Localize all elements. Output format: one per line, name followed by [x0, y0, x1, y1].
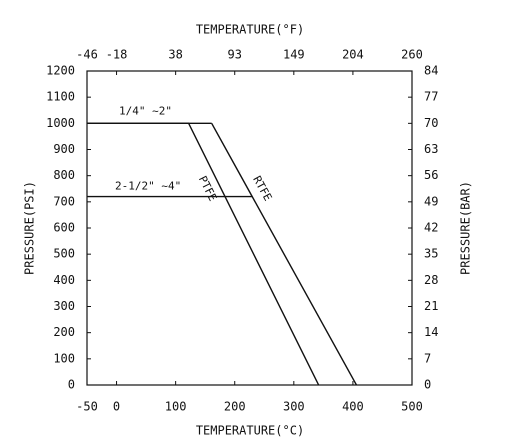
y2-tick-label: 56 [424, 168, 438, 182]
y-tick-label: 900 [53, 142, 75, 156]
y2-tick-label: 14 [424, 325, 438, 339]
x-tick-label: 500 [401, 400, 423, 414]
y2-tick-label: 7 [424, 351, 431, 365]
y2-tick-label: 28 [424, 273, 438, 287]
x-tick-label: 0 [113, 400, 120, 414]
x2-tick-label: 204 [342, 48, 364, 62]
x-tick-label: 100 [165, 400, 187, 414]
y-tick-label: 500 [53, 247, 75, 261]
y-tick-label: 1100 [46, 90, 75, 104]
y-tick-label: 400 [53, 273, 75, 287]
y-axis-title: PRESSURE(PSI) [23, 181, 37, 275]
series-label: 1/4" ~2" [119, 104, 172, 117]
y-tick-label: 100 [53, 351, 75, 365]
y-tick-label: 1200 [46, 64, 75, 78]
x2-tick-label: 93 [228, 48, 242, 62]
y2-tick-label: 49 [424, 194, 438, 208]
x-axis-title: TEMPERATURE(°C) [196, 424, 304, 438]
y-tick-label: 200 [53, 325, 75, 339]
x2-tick-label: 149 [283, 48, 305, 62]
y2-tick-label: 70 [424, 116, 438, 130]
x-tick-label: 200 [224, 400, 246, 414]
x-tick-label: -50 [76, 400, 98, 414]
y2-tick-label: 84 [424, 64, 438, 78]
y-tick-label: 800 [53, 168, 75, 182]
x2-tick-label: 38 [168, 48, 182, 62]
plot-frame [86, 70, 413, 386]
x2-axis-title: TEMPERATURE(°F) [196, 23, 304, 37]
y2-axis-title: PRESSURE(BAR) [459, 181, 473, 275]
x2-tick-label: -46 [76, 48, 98, 62]
y-tick-label: 700 [53, 194, 75, 208]
line [87, 122, 320, 386]
x-tick-label: 400 [342, 400, 364, 414]
y2-tick-label: 0 [424, 378, 431, 392]
series-label: 2-1/2" ~4" [115, 180, 181, 193]
y-tick-label: 600 [53, 221, 75, 235]
y2-tick-label: 42 [424, 221, 438, 235]
y2-tick-label: 21 [424, 299, 438, 313]
x-tick-label: 300 [283, 400, 305, 414]
y-tick-label: 0 [68, 378, 75, 392]
x2-tick-label: 260 [401, 48, 423, 62]
y-tick-label: 1000 [46, 116, 75, 130]
y2-tick-label: 35 [424, 247, 438, 261]
y2-tick-label: 77 [424, 90, 438, 104]
y2-tick-label: 63 [424, 142, 438, 156]
y-tick-label: 300 [53, 299, 75, 313]
line [211, 122, 358, 386]
x2-tick-label: -18 [106, 48, 128, 62]
